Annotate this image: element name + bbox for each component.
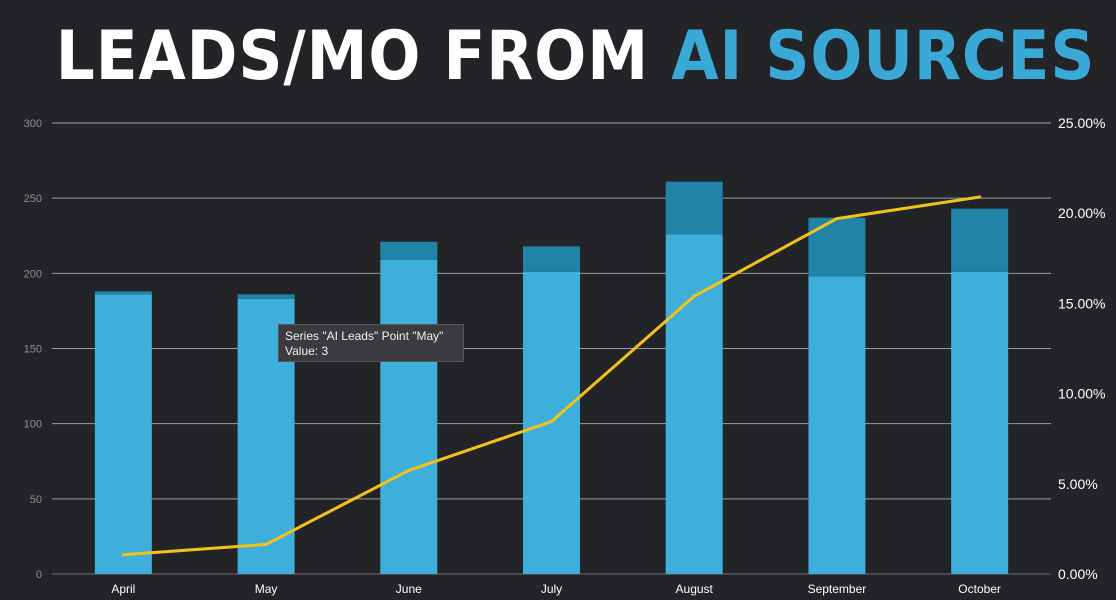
right-tick-label: 0.00% xyxy=(1058,566,1098,582)
x-axis: April May June July August September October xyxy=(111,582,1001,596)
line-point[interactable] xyxy=(407,468,411,472)
title-part-accent: AI SOURCES xyxy=(671,17,1096,96)
line-point[interactable] xyxy=(978,195,982,199)
line-point[interactable] xyxy=(264,542,268,546)
bar-ai-leads[interactable] xyxy=(665,181,723,235)
left-tick-label: 0 xyxy=(36,569,42,581)
bar-ai-leads[interactable] xyxy=(523,246,580,272)
bar-ai-leads[interactable] xyxy=(808,217,866,277)
line-point[interactable] xyxy=(550,420,553,424)
right-tick-label: 15.00% xyxy=(1058,295,1105,311)
right-tick-label: 20.00% xyxy=(1058,205,1105,221)
ratio-line xyxy=(121,195,982,557)
line-point[interactable] xyxy=(692,294,696,298)
right-tick-label: 25.00% xyxy=(1058,115,1105,131)
x-tick-label: September xyxy=(808,582,867,596)
bar-main[interactable] xyxy=(808,276,866,574)
title-part-white: LEADS/MO FROM xyxy=(55,17,672,96)
x-tick-label: August xyxy=(676,582,714,596)
bar-main[interactable] xyxy=(665,234,723,574)
left-tick-label: 200 xyxy=(24,268,42,280)
left-tick-label: 50 xyxy=(30,494,42,506)
left-tick-label: 250 xyxy=(24,193,42,205)
x-tick-label: April xyxy=(111,582,135,596)
left-tick-label: 100 xyxy=(24,419,42,431)
line-point[interactable] xyxy=(121,553,125,557)
bar-ai-leads[interactable] xyxy=(94,291,152,295)
bar-ai-leads[interactable] xyxy=(951,208,1009,272)
x-tick-label: October xyxy=(958,582,1001,596)
right-tick-label: 10.00% xyxy=(1058,386,1105,402)
x-tick-label: July xyxy=(541,582,562,596)
right-tick-label: 5.00% xyxy=(1058,476,1098,492)
bar-main[interactable] xyxy=(94,294,152,574)
bar-main[interactable] xyxy=(951,271,1009,574)
tooltip-value-line: Value: 3 xyxy=(285,344,329,358)
bar-ai-leads[interactable] xyxy=(237,294,295,299)
tooltip-series-line: Series "AI Leads" Point "May" xyxy=(285,329,444,343)
tooltip: Series "AI Leads" Point "May" Value: 3 xyxy=(278,324,464,362)
left-axis: 0 50 100 150 200 250 300 xyxy=(24,118,42,581)
bar-main[interactable] xyxy=(380,259,438,574)
left-tick-label: 150 xyxy=(24,344,42,356)
line-point[interactable] xyxy=(835,217,839,221)
x-tick-label: May xyxy=(255,582,278,596)
bar-ai-leads[interactable] xyxy=(380,241,438,260)
x-tick-label: June xyxy=(396,582,422,596)
bars xyxy=(94,181,1009,574)
chart-title: LEADS/MO FROM AI SOURCES xyxy=(55,17,1095,96)
left-tick-label: 300 xyxy=(24,118,42,130)
right-axis: 0.00% 5.00% 10.00% 15.00% 20.00% 25.00% xyxy=(1058,115,1105,582)
